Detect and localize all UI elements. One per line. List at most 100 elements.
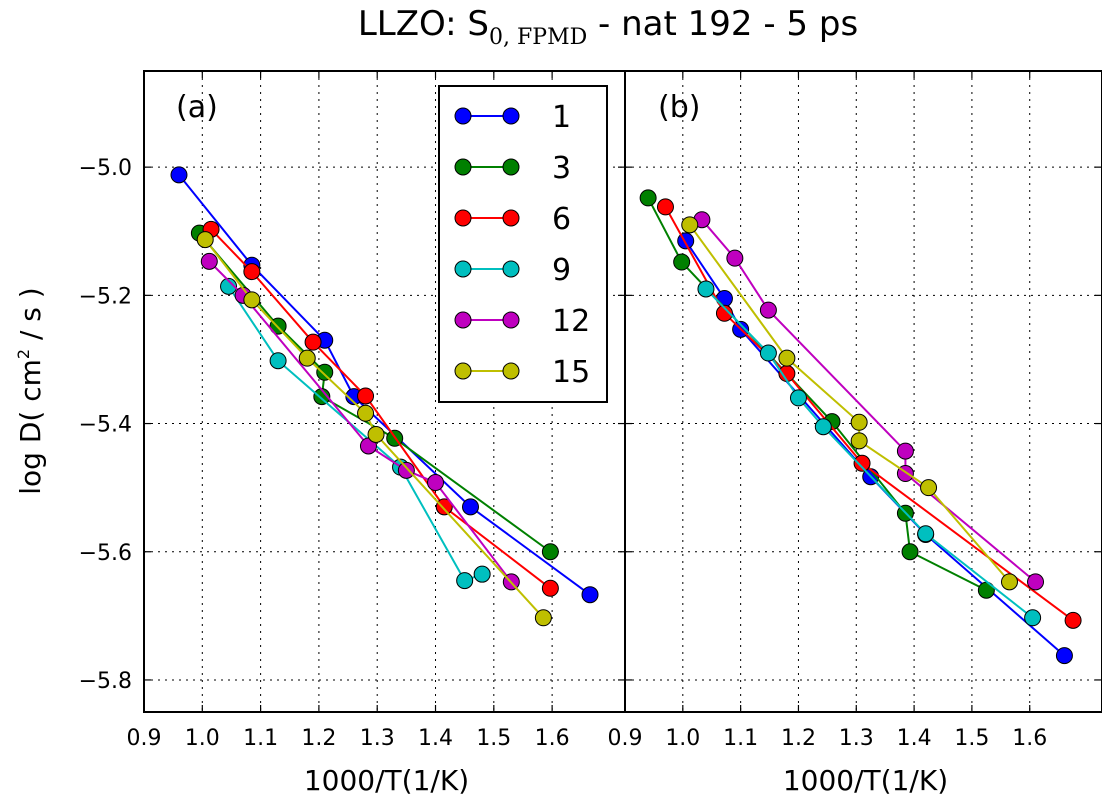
chart-title-main: LLZO: S	[358, 4, 489, 44]
data-point-9	[759, 344, 777, 362]
data-point-9	[697, 280, 715, 298]
x-tick-label: 1.0	[665, 726, 700, 751]
x-tick-label: 1.3	[360, 726, 395, 751]
series-line-3	[198, 232, 551, 553]
legend-box	[438, 85, 608, 403]
legend-marker	[502, 362, 520, 380]
x-tick-label: 1.5	[954, 726, 989, 751]
legend-label: 1	[552, 100, 571, 135]
x-tick-label: 1.4	[418, 726, 453, 751]
data-point-1	[581, 586, 599, 604]
data-point-15	[243, 291, 261, 309]
x-axis-label: 1000/T(1/K)	[783, 764, 948, 797]
data-point-9	[1024, 609, 1042, 627]
y-tick-label: −5.6	[79, 541, 132, 566]
x-tick-label: 1.6	[535, 726, 570, 751]
data-point-15	[196, 231, 214, 249]
data-point-6	[1064, 611, 1082, 629]
x-tick-label: 1.6	[1012, 726, 1047, 751]
data-point-3	[673, 253, 691, 271]
data-point-9	[473, 565, 491, 583]
y-tick-label: −5.8	[79, 669, 132, 694]
data-point-6	[357, 387, 375, 405]
legend-marker	[454, 158, 472, 176]
series-line-9	[705, 288, 1034, 619]
data-point-3	[901, 543, 919, 561]
data-point-1	[461, 498, 479, 516]
data-point-12	[759, 301, 777, 319]
y-axis-label: log D( cm2 / s )	[14, 287, 47, 494]
data-point-15	[298, 349, 316, 367]
data-point-6	[243, 263, 261, 281]
y-axis-label-main: log D( cm	[14, 359, 47, 495]
x-tick-label: 1.3	[839, 726, 874, 751]
legend: 1 3 6 9 12 15	[438, 85, 608, 403]
chart-title-subscript: 0, FPMD	[489, 25, 587, 50]
data-point-12	[726, 249, 744, 267]
data-point-3	[316, 363, 334, 381]
y-tick-label: −5.0	[79, 156, 132, 181]
plot-frame	[624, 70, 1102, 713]
x-tick-label: 1.1	[243, 726, 278, 751]
legend-label: 3	[552, 151, 571, 186]
legend-marker	[502, 209, 520, 227]
y-axis-label-end: / s )	[14, 287, 47, 349]
data-point-6	[541, 579, 559, 597]
legend-label: 12	[552, 304, 590, 339]
x-tick-label: 0.9	[127, 726, 162, 751]
data-point-15	[920, 479, 938, 497]
data-point-9	[917, 525, 935, 543]
data-point-9	[814, 418, 832, 436]
chart-title: LLZO: S0, FPMD - nat 192 - 5 ps	[358, 4, 858, 50]
data-point-1	[1055, 647, 1073, 665]
data-point-6	[656, 198, 674, 216]
legend-marker	[454, 362, 472, 380]
data-point-15	[534, 609, 552, 627]
legend-marker	[502, 107, 520, 125]
data-point-9	[269, 352, 287, 370]
data-point-9	[456, 572, 474, 590]
x-tick-label: 1.1	[723, 726, 758, 751]
data-point-15	[367, 425, 385, 443]
legend-marker	[454, 260, 472, 278]
data-point-6	[715, 304, 733, 322]
panel-label: (a)	[176, 90, 218, 125]
data-point-15	[778, 349, 796, 367]
x-tick-label: 1.5	[476, 726, 511, 751]
series-line-15	[204, 238, 545, 619]
data-point-15	[357, 404, 375, 422]
x-tick-label: 0.9	[608, 726, 643, 751]
legend-label: 9	[552, 253, 571, 288]
panel-label: (b)	[658, 90, 700, 125]
data-point-12	[1027, 573, 1045, 591]
legend-label: 6	[552, 202, 571, 237]
chart-title-rest: - nat 192 - 5 ps	[587, 4, 858, 44]
data-point-6	[853, 454, 871, 472]
x-tick-label: 1.2	[781, 726, 816, 751]
legend-marker	[454, 107, 472, 125]
data-point-3	[541, 543, 559, 561]
series-line-12	[701, 219, 1037, 583]
data-point-12	[200, 252, 218, 270]
legend-label: 15	[552, 355, 590, 390]
legend-marker	[502, 311, 520, 329]
data-point-15	[850, 432, 868, 450]
data-point-12	[896, 442, 914, 460]
x-axis-label: 1000/T(1/K)	[304, 764, 469, 797]
data-point-15	[1000, 573, 1018, 591]
x-tick-label: 1.4	[897, 726, 932, 751]
series-line-6	[210, 228, 551, 590]
series-line-3	[647, 197, 987, 592]
y-axis-label-superscript: 2	[14, 349, 33, 359]
legend-marker	[502, 158, 520, 176]
data-point-12	[397, 461, 415, 479]
legend-marker	[502, 260, 520, 278]
data-point-15	[681, 216, 699, 234]
data-point-12	[427, 474, 445, 492]
y-tick-label: −5.4	[79, 413, 132, 438]
panel-b: 0.9 1.0 1.1 1.2 1.3 1.4 1.5 1.6 (b) 1000/T(1/K)	[608, 70, 1102, 797]
data-point-15	[850, 413, 868, 431]
data-point-6	[435, 498, 453, 516]
data-point-3	[639, 189, 657, 207]
